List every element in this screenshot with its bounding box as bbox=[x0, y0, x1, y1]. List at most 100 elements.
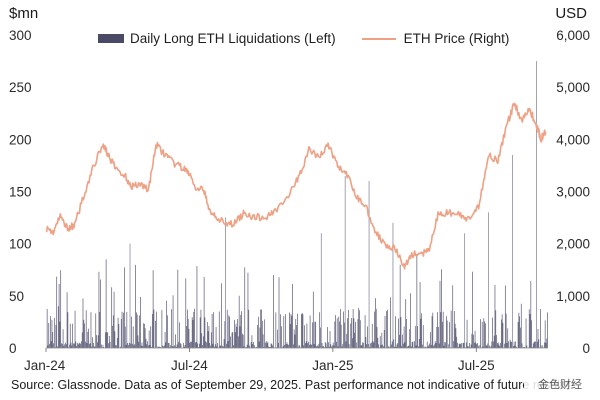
liquidation-bar bbox=[46, 309, 48, 348]
liquidation-bar bbox=[258, 341, 260, 348]
liquidation-bar bbox=[422, 344, 423, 348]
liquidation-bar bbox=[152, 270, 154, 348]
liquidation-bar bbox=[485, 344, 487, 348]
liquidation-bar bbox=[476, 344, 477, 348]
liquidation-bar bbox=[240, 314, 242, 348]
liquidation-bar bbox=[441, 269, 442, 348]
liquidation-bar bbox=[285, 344, 287, 348]
liquidation-bar bbox=[412, 341, 414, 348]
liquidation-bar bbox=[298, 345, 300, 348]
liquidation-bar bbox=[374, 311, 375, 348]
liquidation-bar bbox=[268, 346, 270, 348]
liquidation-bar bbox=[414, 341, 415, 348]
liquidation-bar bbox=[364, 315, 366, 348]
liquidation-bar bbox=[208, 326, 210, 348]
liquidation-bar bbox=[174, 345, 175, 348]
liquidation-bar bbox=[322, 346, 324, 348]
liquidation-bar bbox=[159, 346, 160, 348]
liquidation-bar bbox=[504, 285, 506, 348]
liquidation-bar bbox=[61, 343, 63, 348]
liquidation-bar bbox=[306, 323, 308, 348]
liquidation-bar bbox=[180, 344, 182, 348]
liquidation-bar bbox=[228, 315, 230, 348]
liquidation-bar bbox=[147, 345, 149, 348]
liquidation-bar bbox=[206, 342, 207, 348]
liquidation-bar bbox=[98, 271, 100, 348]
liquidation-bar bbox=[265, 341, 267, 348]
liquidation-bar bbox=[66, 292, 68, 348]
liquidation-bar bbox=[108, 343, 109, 348]
liquidation-bar bbox=[237, 319, 238, 348]
liquidation-bar bbox=[414, 326, 416, 348]
liquidation-bar bbox=[333, 345, 335, 348]
liquidation-bar bbox=[217, 343, 219, 348]
liquidation-bar bbox=[544, 320, 546, 348]
liquidation-bar bbox=[272, 345, 273, 348]
liquidation-bar bbox=[261, 309, 262, 348]
liquidation-bar bbox=[224, 321, 226, 348]
liquidation-bar bbox=[340, 308, 341, 348]
liquidation-bar bbox=[378, 344, 379, 348]
liquidation-bar bbox=[203, 277, 205, 348]
liquidation-bar bbox=[197, 343, 199, 348]
liquidation-bar bbox=[58, 284, 60, 348]
liquidation-bar bbox=[489, 345, 490, 348]
liquidation-bar bbox=[448, 344, 450, 348]
liquidation-bar bbox=[365, 336, 367, 348]
liquidation-bar bbox=[483, 318, 485, 348]
liquidation-bar bbox=[382, 344, 383, 348]
liquidation-bar bbox=[281, 326, 282, 348]
liquidation-bar bbox=[442, 311, 444, 348]
liquidation-bar bbox=[304, 343, 306, 348]
liquidation-bar bbox=[390, 297, 391, 348]
liquidation-bar bbox=[97, 335, 99, 348]
legend-bar-label: Daily Long ETH Liquidations (Left) bbox=[130, 31, 336, 46]
liquidation-bar bbox=[234, 332, 236, 348]
liquidation-bar bbox=[509, 339, 511, 348]
liquidation-bar bbox=[96, 335, 97, 348]
liquidation-bar bbox=[302, 314, 304, 348]
liquidation-bar bbox=[89, 343, 90, 348]
liquidation-bar bbox=[183, 342, 184, 348]
x-tick-label-2: Jan-25 bbox=[312, 358, 353, 373]
liquidation-bar bbox=[231, 332, 233, 348]
liquidation-bar bbox=[283, 316, 285, 348]
liquidation-bar bbox=[187, 309, 188, 348]
liquidation-bar bbox=[312, 291, 314, 348]
liquidation-bar bbox=[359, 310, 360, 348]
liquidation-bar bbox=[250, 342, 252, 348]
liquidation-bar bbox=[469, 342, 470, 348]
liquidation-bar bbox=[391, 344, 392, 348]
liquidation-bar bbox=[79, 342, 81, 348]
liquidation-bar bbox=[329, 331, 331, 348]
liquidation-bar bbox=[350, 323, 352, 348]
left-tick-label-4: 200 bbox=[9, 132, 32, 147]
liquidation-bar bbox=[92, 337, 93, 348]
liquidation-bar bbox=[53, 317, 55, 348]
liquidation-bar bbox=[341, 346, 343, 348]
liquidation-bar bbox=[253, 345, 255, 348]
liquidation-bar bbox=[299, 345, 301, 348]
liquidation-bar bbox=[347, 318, 348, 348]
liquidation-bar bbox=[443, 345, 445, 348]
liquidation-bar bbox=[460, 344, 462, 348]
liquidation-bar bbox=[277, 329, 278, 348]
liquidation-bar bbox=[494, 284, 496, 348]
left-tick-label-5: 250 bbox=[9, 80, 32, 95]
liquidation-bar bbox=[170, 345, 171, 348]
right-tick-label-5: 5,000 bbox=[556, 80, 590, 95]
liquidation-bar bbox=[103, 347, 105, 348]
right-axis: 0 1,000 2,000 3,000 4,000 5,000 6,000 bbox=[556, 28, 590, 356]
liquidation-bar bbox=[372, 341, 374, 348]
liquidation-bar bbox=[521, 343, 523, 348]
liquidation-bar bbox=[403, 326, 405, 348]
liquidation-bar bbox=[340, 324, 342, 348]
liquidation-bar bbox=[71, 345, 73, 348]
liquidation-bar bbox=[94, 347, 96, 348]
liquidation-bar bbox=[95, 313, 97, 348]
liquidation-bar bbox=[332, 345, 333, 348]
liquidation-bar bbox=[398, 334, 400, 348]
liquidation-bar bbox=[147, 341, 148, 348]
liquidation-bar bbox=[402, 334, 403, 348]
liquidation-bar bbox=[517, 322, 519, 348]
